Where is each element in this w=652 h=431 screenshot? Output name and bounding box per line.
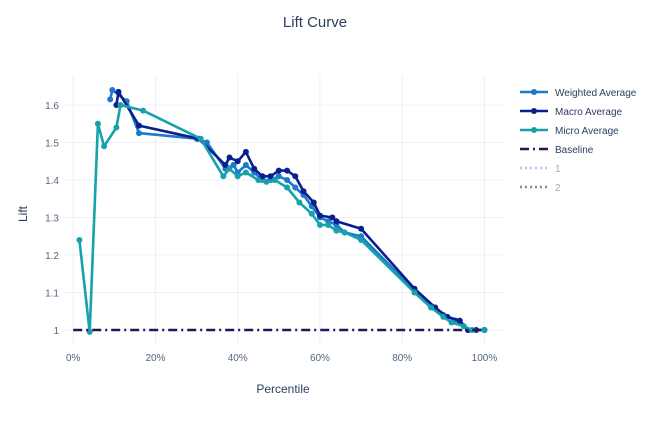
legend-label: Macro Average	[555, 107, 623, 118]
y-tick-label: 1.2	[45, 251, 59, 262]
data-point	[275, 167, 282, 174]
data-point	[226, 154, 233, 161]
legend-label: Baseline	[555, 145, 594, 156]
data-point	[460, 323, 467, 330]
data-point	[242, 162, 249, 168]
data-point	[76, 237, 83, 243]
data-point	[341, 229, 348, 236]
y-tick-label: 1.4	[45, 176, 59, 187]
x-tick-label: 20%	[145, 353, 165, 364]
chart-title: Lift Curve	[283, 14, 347, 31]
y-axis-title: Lift	[16, 205, 30, 222]
data-point	[469, 327, 476, 333]
series-layer	[73, 87, 488, 335]
legend-item-weighted-average[interactable]: Weighted Average	[520, 88, 637, 99]
data-point	[358, 237, 365, 243]
legend-swatch-marker	[531, 127, 537, 133]
data-point	[440, 313, 447, 320]
y-tick-label: 1	[53, 326, 59, 337]
data-point	[230, 162, 237, 168]
data-point	[296, 199, 303, 206]
data-point	[226, 165, 233, 172]
data-point	[251, 165, 258, 172]
data-point	[136, 130, 142, 137]
legend-swatch-marker	[531, 89, 537, 95]
data-point	[136, 122, 142, 129]
data-point	[275, 173, 282, 180]
x-tick-label: 40%	[228, 353, 248, 364]
data-point	[263, 178, 270, 185]
data-point	[242, 169, 249, 176]
data-point	[271, 177, 278, 183]
data-point	[117, 102, 124, 108]
legend-item-1[interactable]: 1	[520, 164, 561, 175]
data-point	[300, 188, 307, 195]
data-point	[292, 184, 299, 191]
data-point	[284, 167, 291, 174]
data-point	[259, 173, 266, 180]
data-point	[329, 214, 336, 221]
data-point	[284, 184, 291, 191]
x-tick-label: 0%	[66, 353, 81, 364]
legend-item-2[interactable]: 2	[520, 183, 561, 194]
data-point	[308, 210, 315, 217]
data-point	[113, 102, 120, 108]
legend-item-micro-average[interactable]: Micro Average	[520, 126, 619, 137]
data-point	[310, 199, 317, 206]
x-axis-title: Percentile	[256, 382, 310, 396]
data-point	[101, 143, 108, 150]
data-point	[242, 148, 249, 155]
data-point	[333, 227, 340, 234]
data-point	[234, 173, 241, 180]
legend-label: Weighted Average	[555, 88, 637, 99]
data-point	[358, 225, 365, 232]
x-tick-label: 60%	[310, 353, 330, 364]
legend-label: Micro Average	[555, 126, 619, 137]
data-point	[220, 173, 227, 180]
data-point	[197, 135, 204, 142]
series-micro-average	[76, 102, 488, 335]
data-point	[448, 319, 455, 326]
data-point	[428, 304, 434, 311]
data-point	[255, 177, 262, 183]
y-tick-label: 1.1	[45, 289, 59, 300]
legend[interactable]: Weighted Average Macro Average Micro Avera…	[520, 88, 637, 194]
data-point	[481, 327, 488, 333]
data-point	[317, 222, 323, 228]
legend-label: 2	[555, 183, 561, 194]
data-point	[333, 218, 340, 225]
data-point	[325, 222, 332, 228]
legend-label: 1	[555, 164, 561, 175]
legend-item-macro-average[interactable]: Macro Average	[520, 107, 623, 118]
y-tick-label: 1.6	[45, 101, 59, 112]
data-point	[267, 173, 274, 180]
y-tick-label: 1.5	[45, 139, 59, 150]
x-tick-label: 100%	[472, 353, 498, 364]
legend-item-baseline[interactable]: Baseline	[520, 145, 594, 156]
series-macro-average	[113, 88, 488, 333]
data-point	[411, 289, 418, 296]
data-point	[140, 107, 147, 114]
data-point	[115, 88, 122, 95]
data-point	[456, 317, 463, 324]
legend-swatch-marker	[531, 108, 537, 114]
x-tick-label: 80%	[392, 353, 412, 364]
data-point	[222, 162, 229, 168]
y-tick-label: 1.3	[45, 214, 59, 225]
data-point	[94, 120, 101, 127]
data-point	[234, 158, 241, 165]
data-point	[107, 96, 114, 103]
data-point	[109, 87, 116, 93]
data-point	[113, 124, 120, 131]
data-point	[292, 173, 299, 180]
data-point	[284, 177, 291, 183]
data-point	[317, 212, 323, 219]
axes-layer: 0% 20% 40% 60% 80% 100% 1 1.1 1.2 1.3 1.4 1.5 1.6	[45, 101, 497, 364]
